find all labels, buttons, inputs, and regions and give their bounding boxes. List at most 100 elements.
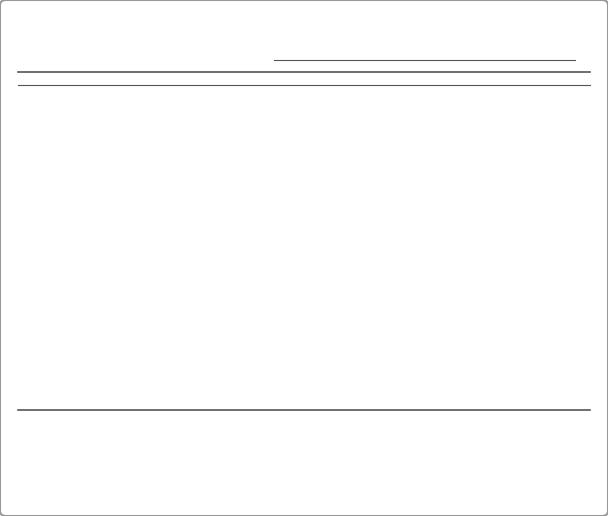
Text: Source: Source: [18, 423, 49, 431]
Text: 37: 37: [534, 257, 548, 267]
Text: 82: 82: [199, 343, 214, 352]
Text: 60: 60: [534, 343, 548, 352]
Text: 56: 56: [306, 104, 320, 114]
Text: 73: 73: [199, 275, 214, 284]
Text: 82: 82: [418, 343, 433, 352]
Text: as shown by the shares of workers not contributing to any pension scheme, 2010 (: as shown by the shares of workers not co…: [18, 43, 495, 53]
Text: 90: 90: [306, 172, 320, 182]
Text: Income distribution: Income distribution: [364, 47, 472, 57]
Text: 89: 89: [306, 394, 320, 404]
Text: 81: 81: [199, 309, 214, 318]
Text: 2: 2: [537, 104, 545, 114]
Text: Argentina: Argentina: [18, 172, 73, 182]
Text: 15: 15: [418, 87, 433, 97]
Text: Country: Country: [18, 70, 63, 80]
Text: 99: 99: [306, 257, 320, 267]
Text: Mexico: Mexico: [18, 206, 57, 216]
Text: 80: 80: [418, 377, 433, 386]
Text: 42: 42: [418, 172, 433, 182]
Text: 73: 73: [418, 275, 433, 284]
Text: 64: 64: [534, 377, 548, 386]
Text: 97: 97: [306, 189, 320, 199]
Text: 48: 48: [534, 223, 548, 233]
Text: 79: 79: [418, 309, 433, 318]
Text: Brazil: Brazil: [18, 138, 49, 148]
Text: 48: 48: [534, 326, 548, 335]
Text: Bottom 20%: Bottom 20%: [278, 70, 348, 80]
Text: 31: 31: [534, 240, 548, 250]
Text: 39: 39: [199, 138, 214, 148]
Text: 28: 28: [534, 394, 548, 404]
Text: 82: 82: [199, 326, 214, 335]
Text: 29: 29: [199, 104, 214, 114]
Text: 78: 78: [418, 292, 433, 301]
Text: 20: 20: [534, 155, 548, 165]
Text: 27: 27: [418, 138, 433, 148]
Text: Paraguay: Paraguay: [18, 343, 71, 352]
Text: 83: 83: [199, 360, 214, 369]
Text: 71: 71: [199, 257, 214, 267]
Text: 99: 99: [306, 275, 320, 284]
Text: Middle 60%: Middle 60%: [393, 70, 458, 80]
Text: Peru: Peru: [18, 360, 43, 369]
Text: 24: 24: [534, 121, 548, 131]
Text: 44: 44: [534, 309, 548, 318]
Text: 53: 53: [534, 360, 548, 369]
Text: Guatemala: Guatemala: [18, 326, 80, 335]
Text: 37: 37: [418, 155, 433, 165]
Text: Figure 1. Informal employment is high and pension contributions are low in Latin: Figure 1. Informal employment is high an…: [18, 23, 489, 33]
Text: 27: 27: [534, 172, 548, 182]
Text: 68: 68: [418, 240, 433, 250]
Text: 62: 62: [418, 223, 433, 233]
Text: 47: 47: [199, 155, 214, 165]
Text: 67: 67: [418, 257, 433, 267]
Text: 84: 84: [418, 326, 433, 335]
Text: 99: 99: [306, 360, 320, 369]
Text: 49: 49: [418, 394, 433, 404]
Text: Chile: Chile: [18, 121, 46, 131]
Text: 65: 65: [199, 206, 214, 216]
Text: El Salvador: El Salvador: [18, 257, 81, 267]
Text: Venezuela: Venezuela: [18, 189, 76, 199]
Text: 55: 55: [199, 394, 214, 404]
Text: 100: 100: [303, 326, 323, 335]
Text: Ecuador: Ecuador: [18, 275, 64, 284]
Text: 30: 30: [199, 121, 214, 131]
Text: 69: 69: [199, 240, 214, 250]
Text: Costa Rica: Costa Rica: [18, 87, 77, 97]
Text: Uruguay: Uruguay: [18, 104, 66, 114]
Text: Panama: Panama: [18, 155, 63, 165]
Text: 100: 100: [303, 292, 323, 301]
Text: 83: 83: [418, 360, 433, 369]
Text: Dominican Rep.: Dominican Rep.: [18, 223, 106, 233]
Text: Average: Average: [18, 394, 65, 404]
Text: 1: 1: [537, 87, 545, 97]
Text: 99: 99: [306, 309, 320, 318]
Text: 29: 29: [199, 87, 214, 97]
Text: Source: Calculations based on Bosch, M., A. Melguizo, and C. Pagés. Better Pensi: Source: Calculations based on Bosch, M.,…: [18, 423, 525, 432]
Text: 50: 50: [418, 189, 433, 199]
Text: 92: 92: [306, 223, 320, 233]
Text: Bolivia: Bolivia: [18, 377, 55, 386]
Text: 95: 95: [306, 155, 320, 165]
Text: 83: 83: [306, 138, 320, 148]
Text: 84: 84: [199, 377, 214, 386]
Text: 98: 98: [306, 240, 320, 250]
Text: 44: 44: [534, 189, 548, 199]
Text: I  Z  A: I Z A: [529, 466, 565, 476]
Text: Coverage in Latin America and the Caribbean. Washington, DC: IDB, 2013 [1].: Coverage in Latin America and the Caribb…: [18, 442, 359, 451]
Text: 65: 65: [418, 206, 433, 216]
Text: 27: 27: [534, 206, 548, 216]
Text: 81: 81: [199, 292, 214, 301]
Text: 94: 94: [306, 206, 320, 216]
Text: Total: Total: [193, 70, 220, 80]
Text: 38: 38: [534, 275, 548, 284]
Text: 49: 49: [199, 172, 214, 182]
Text: 98: 98: [306, 377, 320, 386]
Text: 12: 12: [418, 104, 433, 114]
Text: 59: 59: [199, 189, 214, 199]
Text: World of Labor: World of Labor: [520, 486, 591, 496]
Text: Honduras: Honduras: [18, 309, 72, 318]
Text: 65: 65: [199, 223, 214, 233]
Text: 16: 16: [534, 138, 548, 148]
